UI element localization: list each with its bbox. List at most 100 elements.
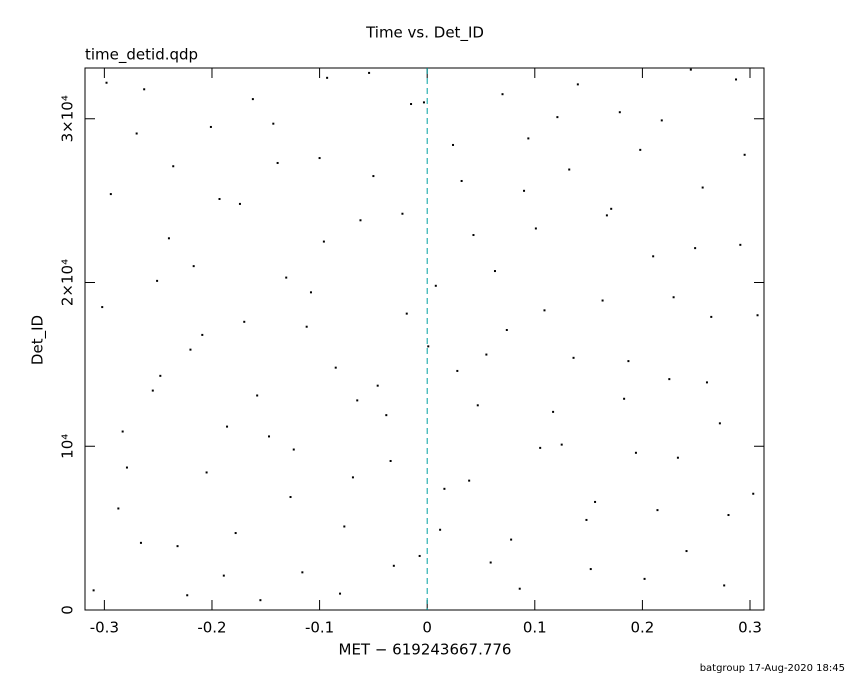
point (272, 122, 275, 125)
x-tick-label: -0.3 (90, 619, 119, 637)
point (322, 240, 325, 243)
x-tick-label: 0 (422, 619, 432, 637)
point (701, 186, 704, 189)
point (243, 320, 246, 323)
point (105, 81, 108, 84)
point (305, 325, 308, 328)
point (159, 374, 162, 377)
point (276, 161, 279, 164)
point (92, 589, 95, 592)
y-tick-label: 0 (59, 605, 77, 615)
point (326, 76, 329, 79)
point (372, 175, 375, 178)
point (623, 397, 626, 400)
point (427, 345, 430, 348)
y-tick-label: 2×10⁴ (59, 259, 77, 306)
point (234, 532, 237, 535)
point (339, 592, 342, 595)
point (476, 404, 479, 407)
point (318, 157, 321, 160)
point (117, 507, 120, 510)
point (101, 306, 104, 309)
point (505, 328, 508, 331)
point (139, 541, 142, 544)
point (485, 353, 488, 356)
point (389, 459, 392, 462)
point (422, 101, 425, 104)
point (527, 137, 530, 140)
point (605, 214, 608, 217)
point (385, 414, 388, 417)
point (472, 234, 475, 237)
x-tick-label: 0.3 (738, 619, 762, 637)
point (218, 197, 221, 200)
y-axis-label: Det_ID (29, 315, 48, 365)
point (359, 219, 362, 222)
point (689, 68, 692, 71)
point (489, 561, 492, 564)
point (405, 312, 408, 315)
point (523, 189, 526, 192)
point (601, 299, 604, 302)
point (610, 207, 613, 210)
y-tick-label: 10⁴ (59, 434, 77, 459)
point (401, 212, 404, 215)
point (356, 399, 359, 402)
point (256, 394, 259, 397)
footer: batgroup 17-Aug-2020 18:45 (700, 663, 845, 674)
x-tick-label: 0.2 (630, 619, 654, 637)
point (151, 389, 154, 392)
x-tick-label: -0.1 (305, 619, 334, 637)
point (452, 143, 455, 146)
point (251, 98, 254, 101)
point (589, 568, 592, 571)
point (268, 435, 271, 438)
point (456, 369, 459, 372)
point (552, 410, 555, 413)
point (109, 193, 112, 196)
point (238, 202, 241, 205)
point (718, 422, 721, 425)
point (205, 471, 208, 474)
point (334, 366, 337, 369)
point (201, 333, 204, 336)
point (556, 116, 559, 119)
point (143, 88, 146, 91)
point (652, 255, 655, 258)
point (618, 111, 621, 114)
point (643, 577, 646, 580)
point (501, 93, 504, 96)
point (639, 148, 642, 151)
point (186, 594, 189, 597)
point (627, 360, 630, 363)
point (576, 83, 579, 86)
point (125, 466, 128, 469)
point (259, 599, 262, 602)
point (121, 430, 124, 433)
point (685, 550, 688, 553)
point (660, 119, 663, 122)
point (368, 71, 371, 74)
point (705, 381, 708, 384)
point (226, 425, 229, 428)
point (572, 356, 575, 359)
point (443, 487, 446, 490)
point (285, 276, 288, 279)
point (418, 554, 421, 557)
point (156, 279, 159, 282)
y-tick-label: 3×10⁴ (59, 95, 77, 142)
point (756, 314, 759, 317)
point (668, 378, 671, 381)
point (343, 525, 346, 528)
point (410, 103, 413, 106)
point (672, 296, 675, 299)
point (376, 384, 379, 387)
plot-frame (84, 67, 765, 611)
point (301, 571, 304, 574)
point (656, 509, 659, 512)
x-axis-label: MET − 619243667.776 (339, 641, 512, 659)
point (189, 348, 192, 351)
point (192, 265, 195, 268)
x-tick-label: -0.2 (197, 619, 226, 637)
